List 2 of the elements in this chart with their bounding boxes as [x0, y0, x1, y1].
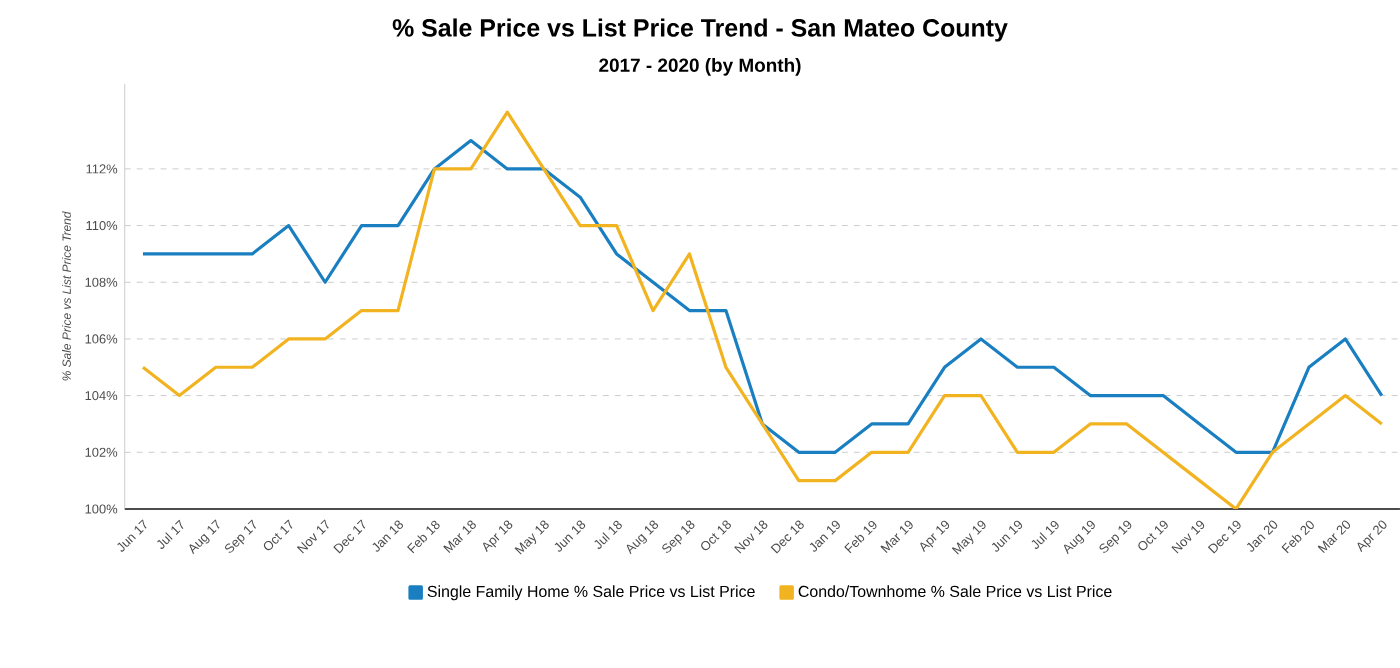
chart-subtitle: 2017 - 2020 (by Month) [599, 58, 801, 76]
chart-title: % Sale Price vs List Price Trend - San Mateo County [392, 18, 1008, 42]
